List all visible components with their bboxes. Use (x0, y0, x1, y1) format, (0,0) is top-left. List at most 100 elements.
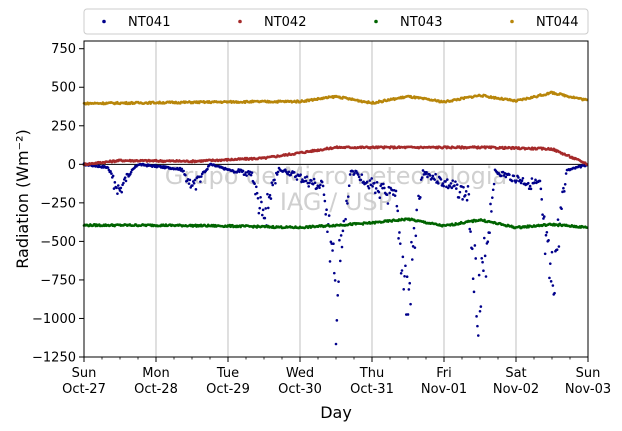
data-point (249, 173, 253, 177)
data-point (510, 179, 514, 183)
data-point (109, 169, 112, 173)
data-point (263, 216, 267, 220)
data-point (320, 180, 324, 184)
data-point (425, 170, 428, 174)
legend-marker-4 (510, 19, 514, 24)
legend-label-2: NT042 (264, 15, 306, 30)
data-point (374, 187, 378, 190)
data-point (457, 196, 461, 199)
data-point (393, 194, 397, 197)
y-axis-label: Radiation (Wm⁻²) (13, 129, 32, 268)
data-point (261, 208, 265, 212)
data-point (340, 245, 344, 249)
data-point (323, 199, 327, 203)
data-point (562, 186, 565, 190)
data-point (368, 179, 372, 182)
data-point (455, 187, 458, 190)
data-point (419, 196, 422, 199)
data-point (270, 181, 274, 184)
data-point (322, 193, 326, 197)
data-point (308, 181, 311, 185)
data-point (271, 183, 275, 187)
data-point (446, 178, 449, 181)
data-point (260, 213, 264, 217)
data-point (371, 185, 374, 188)
data-point (268, 193, 272, 197)
legend-marker-1 (102, 19, 106, 24)
data-point (400, 269, 404, 272)
data-point (410, 258, 414, 261)
data-point (482, 236, 486, 240)
data-point (344, 217, 347, 221)
data-point (468, 227, 472, 231)
data-point (461, 198, 464, 201)
data-point (375, 180, 379, 184)
data-point (428, 174, 432, 177)
data-point (540, 198, 544, 201)
data-point (128, 172, 132, 176)
data-point (453, 184, 456, 187)
data-point (351, 169, 355, 173)
data-point (500, 174, 503, 178)
data-point (399, 271, 403, 275)
data-point (411, 245, 415, 248)
data-point (256, 196, 260, 200)
data-point (106, 166, 110, 169)
data-point (338, 259, 342, 263)
data-point (479, 305, 483, 308)
data-point (342, 219, 346, 223)
data-point (549, 280, 553, 283)
data-point (341, 229, 345, 233)
legend-frame (83, 8, 589, 35)
series-NT044 (82, 90, 589, 106)
data-point (454, 180, 457, 183)
watermark-line-2: IAG / USP (280, 188, 392, 216)
data-point (488, 231, 491, 235)
data-point (241, 169, 245, 173)
data-point (534, 178, 537, 182)
y-tick-label: 750 (51, 42, 76, 57)
data-point (332, 242, 335, 246)
data-point (345, 199, 348, 203)
data-point (293, 171, 296, 174)
data-point (448, 185, 452, 188)
data-point (388, 191, 392, 195)
data-point (470, 247, 474, 251)
data-point (305, 175, 309, 178)
data-point (245, 174, 248, 177)
x-tick-date: Oct-28 (134, 382, 178, 397)
data-point (199, 180, 202, 183)
x-tick-day: Sun (576, 366, 601, 381)
data-point (274, 181, 277, 185)
x-tick-date: Oct-30 (278, 382, 322, 397)
data-point (318, 186, 321, 190)
x-tick-day: Wed (286, 366, 314, 381)
data-point (491, 188, 495, 192)
data-point (403, 274, 406, 278)
data-point (465, 198, 469, 202)
legend-marker-2 (238, 19, 242, 24)
data-point (564, 172, 568, 175)
data-point (419, 178, 423, 181)
data-point (331, 249, 334, 252)
legend-label-1: NT041 (128, 15, 170, 30)
data-point (517, 176, 520, 179)
data-point (542, 215, 546, 218)
data-point (529, 187, 533, 191)
data-point (538, 179, 542, 183)
data-point (301, 178, 304, 181)
data-point (269, 197, 273, 200)
data-point (410, 240, 413, 244)
data-point (115, 186, 118, 190)
data-point (464, 193, 467, 197)
data-point (254, 185, 258, 189)
data-point (567, 154, 571, 157)
legend-entry-3: NT043 (374, 15, 442, 30)
data-point (267, 195, 271, 199)
data-point (275, 173, 279, 176)
series-NT041 (82, 162, 589, 346)
data-point (528, 184, 532, 188)
x-tick-date: Nov-02 (493, 382, 539, 397)
y-tick-label: 250 (51, 119, 76, 134)
data-point (417, 194, 420, 198)
